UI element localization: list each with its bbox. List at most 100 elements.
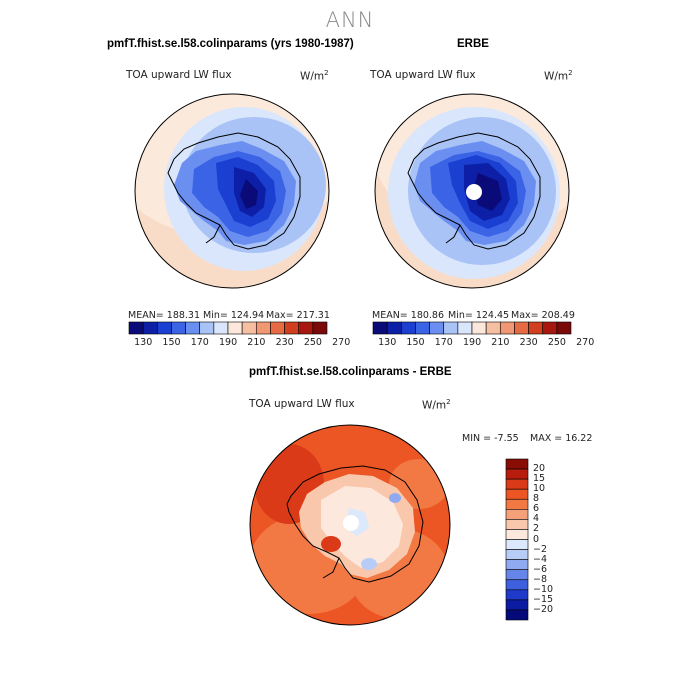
model-variable-label: TOA upward LW flux xyxy=(126,69,232,81)
colorbar-swatch xyxy=(457,321,473,335)
colorbar-tick-label: 250 xyxy=(303,337,322,348)
colorbar-swatch xyxy=(505,498,529,510)
colorbar-swatch xyxy=(505,478,529,490)
colorbar-swatch xyxy=(505,609,529,621)
colorbar-swatch xyxy=(505,559,529,570)
diff-colorbar-ticks: 20 15 10 8 6 4 2 0 −2 −4 −6 −8 −10 −15 −20 xyxy=(533,459,573,620)
colorbar-swatch xyxy=(128,321,144,335)
colorbar-swatch xyxy=(213,321,229,335)
colorbar-tick-label: 170 xyxy=(434,337,453,348)
colorbar-tick-label: 150 xyxy=(162,337,181,348)
season-title: ANN xyxy=(325,8,375,32)
colorbar-swatch xyxy=(505,509,529,520)
colorbar-swatch xyxy=(199,321,215,335)
colorbar-swatch xyxy=(386,321,402,335)
colorbar-swatch xyxy=(270,321,285,335)
colorbar-swatch xyxy=(312,321,328,335)
colorbar-swatch xyxy=(505,468,529,480)
model-panel-title: pmfT.fhist.se.l58.colinparams (yrs 1980-… xyxy=(107,38,354,50)
colorbar-swatch xyxy=(505,569,529,581)
colorbar-swatch xyxy=(372,321,388,335)
colorbar-tick-label: 2 xyxy=(533,523,540,535)
model-max-stat: Max= 217.31 xyxy=(266,310,330,321)
colorbar-swatch xyxy=(443,321,459,335)
colorbar-tick-label: −4 xyxy=(533,553,548,565)
colorbar-tick-label: 8 xyxy=(533,493,540,505)
colorbar-swatch xyxy=(505,539,529,550)
colorbar-swatch xyxy=(528,321,544,335)
colorbar-swatch xyxy=(514,321,529,335)
colorbar-swatch xyxy=(400,321,416,335)
colorbar-tick-label: 10 xyxy=(533,483,546,495)
diff-max-stat: MAX = 16.22 xyxy=(530,433,593,444)
colorbar-tick-label: 15 xyxy=(533,473,546,485)
colorbar-swatch xyxy=(142,321,158,335)
colorbar-tick-label: 130 xyxy=(134,337,153,348)
colorbar-swatch xyxy=(556,321,572,335)
colorbar-tick-label: −6 xyxy=(533,563,548,575)
obs-min-stat: Min= 124.45 xyxy=(448,310,510,321)
colorbar-tick-label: 210 xyxy=(247,337,266,348)
colorbar-tick-label: 6 xyxy=(533,503,540,515)
colorbar-swatch xyxy=(284,321,300,335)
colorbar-tick-label: −10 xyxy=(533,583,554,595)
obs-colorbar-ticks: 130 150 170 190 210 230 250 270 xyxy=(373,337,594,349)
colorbar-swatch xyxy=(499,321,515,335)
colorbar-swatch xyxy=(156,321,172,335)
colorbar-swatch xyxy=(255,321,271,335)
obs-units-label: W/m2 xyxy=(544,69,573,83)
diff-colorbar xyxy=(505,458,529,621)
colorbar-tick-label: 210 xyxy=(491,337,510,348)
colorbar-tick-label: 0 xyxy=(533,533,540,545)
colorbar-tick-label: 4 xyxy=(533,513,540,525)
diff-panel-title: pmfT.fhist.se.l58.colinparams - ERBE xyxy=(249,366,452,378)
colorbar-swatch xyxy=(505,458,529,470)
colorbar-tick-label: 230 xyxy=(519,337,538,348)
colorbar-tick-label: −20 xyxy=(533,603,554,615)
colorbar-tick-label: 130 xyxy=(378,337,397,348)
obs-mean-stat: MEAN= 180.86 xyxy=(372,310,445,321)
colorbar-swatch xyxy=(171,321,186,335)
model-colorbar-ticks: 130 150 170 190 210 230 250 270 xyxy=(129,337,350,349)
model-polar-map xyxy=(134,93,330,289)
colorbar-swatch xyxy=(505,529,529,540)
colorbar-tick-label: −15 xyxy=(533,593,554,605)
colorbar-swatch xyxy=(471,321,487,335)
model-colorbar xyxy=(128,321,328,335)
colorbar-swatch xyxy=(542,321,558,335)
obs-max-stat: Max= 208.49 xyxy=(511,310,575,321)
obs-colorbar xyxy=(372,321,572,335)
colorbar-tick-label: 190 xyxy=(219,337,238,348)
model-units-label: W/m2 xyxy=(300,69,329,83)
colorbar-tick-label: 190 xyxy=(463,337,482,348)
colorbar-tick-label: 270 xyxy=(576,337,595,348)
colorbar-tick-label: −2 xyxy=(533,543,548,555)
colorbar-swatch xyxy=(241,321,257,335)
colorbar-swatch xyxy=(505,519,529,530)
colorbar-swatch xyxy=(505,599,529,611)
diff-polar-map xyxy=(249,424,451,626)
model-mean-stat: MEAN= 188.31 xyxy=(128,310,201,321)
obs-variable-label: TOA upward LW flux xyxy=(370,69,476,81)
colorbar-swatch xyxy=(185,321,201,335)
diff-variable-label: TOA upward LW flux xyxy=(249,398,355,410)
colorbar-swatch xyxy=(505,549,529,560)
colorbar-swatch xyxy=(505,579,529,591)
diff-units-label: W/m2 xyxy=(422,398,451,412)
diff-min-stat: MIN = -7.55 xyxy=(462,433,519,444)
colorbar-swatch xyxy=(505,589,529,601)
obs-polar-map xyxy=(374,93,570,289)
obs-panel-title: ERBE xyxy=(457,38,489,50)
colorbar-tick-label: 150 xyxy=(406,337,425,348)
colorbar-swatch xyxy=(429,321,445,335)
colorbar-swatch xyxy=(485,321,501,335)
colorbar-tick-label: 170 xyxy=(190,337,209,348)
colorbar-swatch xyxy=(227,321,243,335)
colorbar-tick-label: 20 xyxy=(533,463,546,475)
colorbar-tick-label: −8 xyxy=(533,573,548,585)
colorbar-swatch xyxy=(415,321,430,335)
colorbar-swatch xyxy=(505,488,529,500)
colorbar-swatch xyxy=(298,321,314,335)
model-min-stat: Min= 124.94 xyxy=(203,310,265,321)
colorbar-tick-label: 230 xyxy=(275,337,294,348)
